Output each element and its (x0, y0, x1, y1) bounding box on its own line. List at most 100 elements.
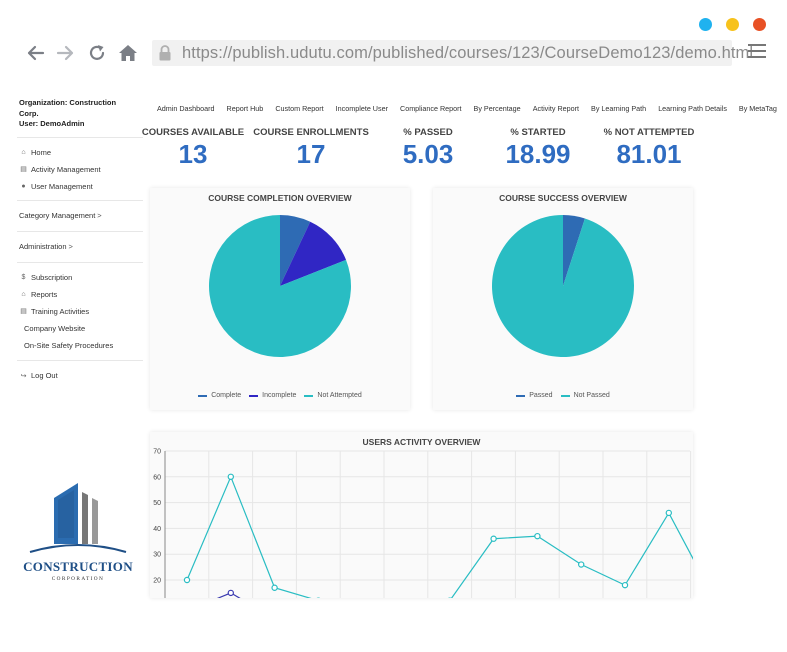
data-point[interactable] (227, 473, 235, 481)
divider (17, 359, 143, 361)
stat-value: 18.99 (505, 139, 571, 169)
chart-legend: Passed Not Passed (433, 392, 693, 399)
window-controls (699, 18, 766, 31)
sidebar-item-administration[interactable]: Administration > (19, 232, 141, 262)
report-tab[interactable]: Incomplete User (335, 104, 388, 113)
logo-building-icon (29, 483, 127, 553)
report-tab[interactable]: By Learning Path (591, 104, 647, 113)
legend-label: Not Passed (573, 392, 610, 399)
sidebar-item-reports[interactable]: ⌂ Reports (19, 286, 141, 303)
stat-card: % STARTED 18.99 (478, 127, 598, 168)
pie-slice-complete[interactable] (280, 215, 311, 286)
stat-label: % NOT ATTEMPTED (603, 127, 695, 138)
legend-label: Not Attempted (317, 392, 362, 399)
pie-slice-not-passed[interactable] (492, 215, 634, 357)
sidebar-item-logout[interactable]: ↪ Log Out (19, 361, 141, 391)
sidebar-item-label: User Management (31, 181, 93, 191)
legend-label: Incomplete (262, 392, 297, 399)
sidebar-item-activity-management[interactable]: ▤ Activity Management (19, 161, 141, 178)
legend-item[interactable]: Incomplete (249, 392, 296, 399)
report-tab[interactable]: Custom Report (275, 104, 324, 113)
report-tab[interactable]: By Percentage (473, 104, 521, 113)
user-name: User: DemoAdmin (19, 119, 85, 128)
window-dot-blue[interactable] (699, 18, 712, 31)
home-icon[interactable] (117, 42, 139, 64)
data-point[interactable] (534, 532, 541, 540)
back-arrow-icon[interactable] (24, 42, 46, 64)
training-activity-label: Company Website (24, 323, 86, 333)
legend-swatch (516, 394, 526, 397)
users-activity-card: USERS ACTIVITY OVERVIEW 20 30 40 50 60 70 (150, 432, 693, 598)
url-text[interactable]: https://publish.udutu.com/published/cour… (182, 43, 754, 62)
home-icon: ⌂ (21, 148, 26, 156)
legend-item[interactable]: Not Passed (560, 392, 610, 399)
legend-swatch (304, 394, 314, 397)
stat-value: 81.01 (616, 139, 682, 169)
address-bar[interactable]: https://publish.udutu.com/published/cour… (152, 40, 753, 66)
stat-value: 13 (178, 139, 208, 169)
logout-icon: ↪ (20, 372, 27, 380)
legend-item[interactable]: Passed (516, 392, 553, 399)
forward-arrow-icon[interactable] (55, 42, 77, 64)
pie-slice-not-attempted[interactable] (208, 215, 351, 357)
data-point[interactable] (227, 589, 235, 597)
training-activity-link[interactable]: Company Website (19, 320, 141, 337)
report-tab[interactable]: Admin Dashboard (157, 104, 215, 113)
dollar-icon: $ (21, 273, 26, 281)
data-point[interactable] (621, 581, 629, 589)
lock-icon (158, 44, 172, 62)
data-point[interactable] (183, 576, 191, 584)
book-icon: ▤ (20, 308, 27, 315)
sidebar-item-label: Training Activities (31, 306, 90, 316)
report-tab[interactable]: Compliance Report (400, 104, 462, 113)
browser-toolbar: https://publish.udutu.com/published/cour… (0, 38, 787, 68)
data-point[interactable] (578, 561, 585, 568)
legend-item[interactable]: Complete (198, 392, 241, 399)
legend-label: Complete (211, 392, 242, 399)
report-tab[interactable]: Learning Path Details (658, 104, 727, 113)
report-tab[interactable]: By MetaTag (738, 104, 777, 113)
training-activity-label: On-Site Safety Procedures (24, 340, 114, 350)
data-point[interactable] (665, 509, 673, 517)
logo-subtitle: CORPORATION (51, 576, 105, 582)
chart-title: COURSE COMPLETION OVERVIEW (208, 193, 352, 203)
chevron-right-icon: > (97, 211, 102, 220)
divider (17, 261, 143, 263)
sidebar-group-main: ⌂ Home ▤ Activity Management ● User Managemen… (19, 138, 141, 200)
sidebar-item-training-activities[interactable]: ▤ Training Activities (19, 303, 141, 320)
sidebar: Organization: Construction Corp. User: D… (17, 98, 143, 391)
pie-slice-incomplete[interactable] (280, 221, 347, 286)
user-icon: ● (21, 182, 26, 190)
reports-icon: ⌂ (21, 290, 26, 298)
sidebar-item-label: Category Management (19, 211, 96, 220)
window-dot-yellow[interactable] (726, 18, 739, 31)
organization-name: Organization: Construction Corp. (19, 98, 117, 118)
report-tab[interactable]: Report Hub (226, 104, 264, 113)
menu-icon[interactable] (748, 44, 766, 60)
stat-label: % STARTED (510, 127, 566, 138)
legend-swatch (249, 394, 259, 397)
sidebar-item-subscription[interactable]: $ Subscription (19, 269, 141, 286)
pie-slice-passed[interactable] (563, 215, 585, 286)
report-tab[interactable]: Activity Report (532, 104, 580, 113)
sidebar-item-label: Reports (31, 289, 58, 299)
stat-card: COURSE ENROLLMENTS 17 (251, 127, 371, 168)
reload-icon[interactable] (86, 42, 108, 64)
sidebar-item-user-management[interactable]: ● User Management (19, 178, 141, 195)
y-tick-label: 60 (153, 474, 161, 481)
data-point[interactable] (490, 535, 497, 542)
y-tick-label: 40 (153, 526, 161, 533)
legend-label: Passed (529, 392, 553, 399)
sidebar-group-secondary: $ Subscription ⌂ Reports ▤ Training Activitie… (19, 263, 141, 320)
divider (17, 199, 143, 201)
activity-line-chart: 20 30 40 50 60 70 (153, 449, 693, 598)
data-point[interactable] (271, 584, 278, 591)
window-dot-red[interactable] (753, 18, 766, 31)
completion-pie-chart (208, 215, 351, 357)
legend-item[interactable]: Not Attempted (304, 392, 362, 399)
y-tick-label: 70 (153, 449, 161, 456)
sidebar-item-home[interactable]: ⌂ Home (19, 144, 141, 161)
sidebar-item-category-management[interactable]: Category Management > (19, 201, 141, 231)
sidebar-item-label: Subscription (31, 272, 73, 282)
training-activity-link[interactable]: On-Site Safety Procedures (19, 337, 141, 354)
